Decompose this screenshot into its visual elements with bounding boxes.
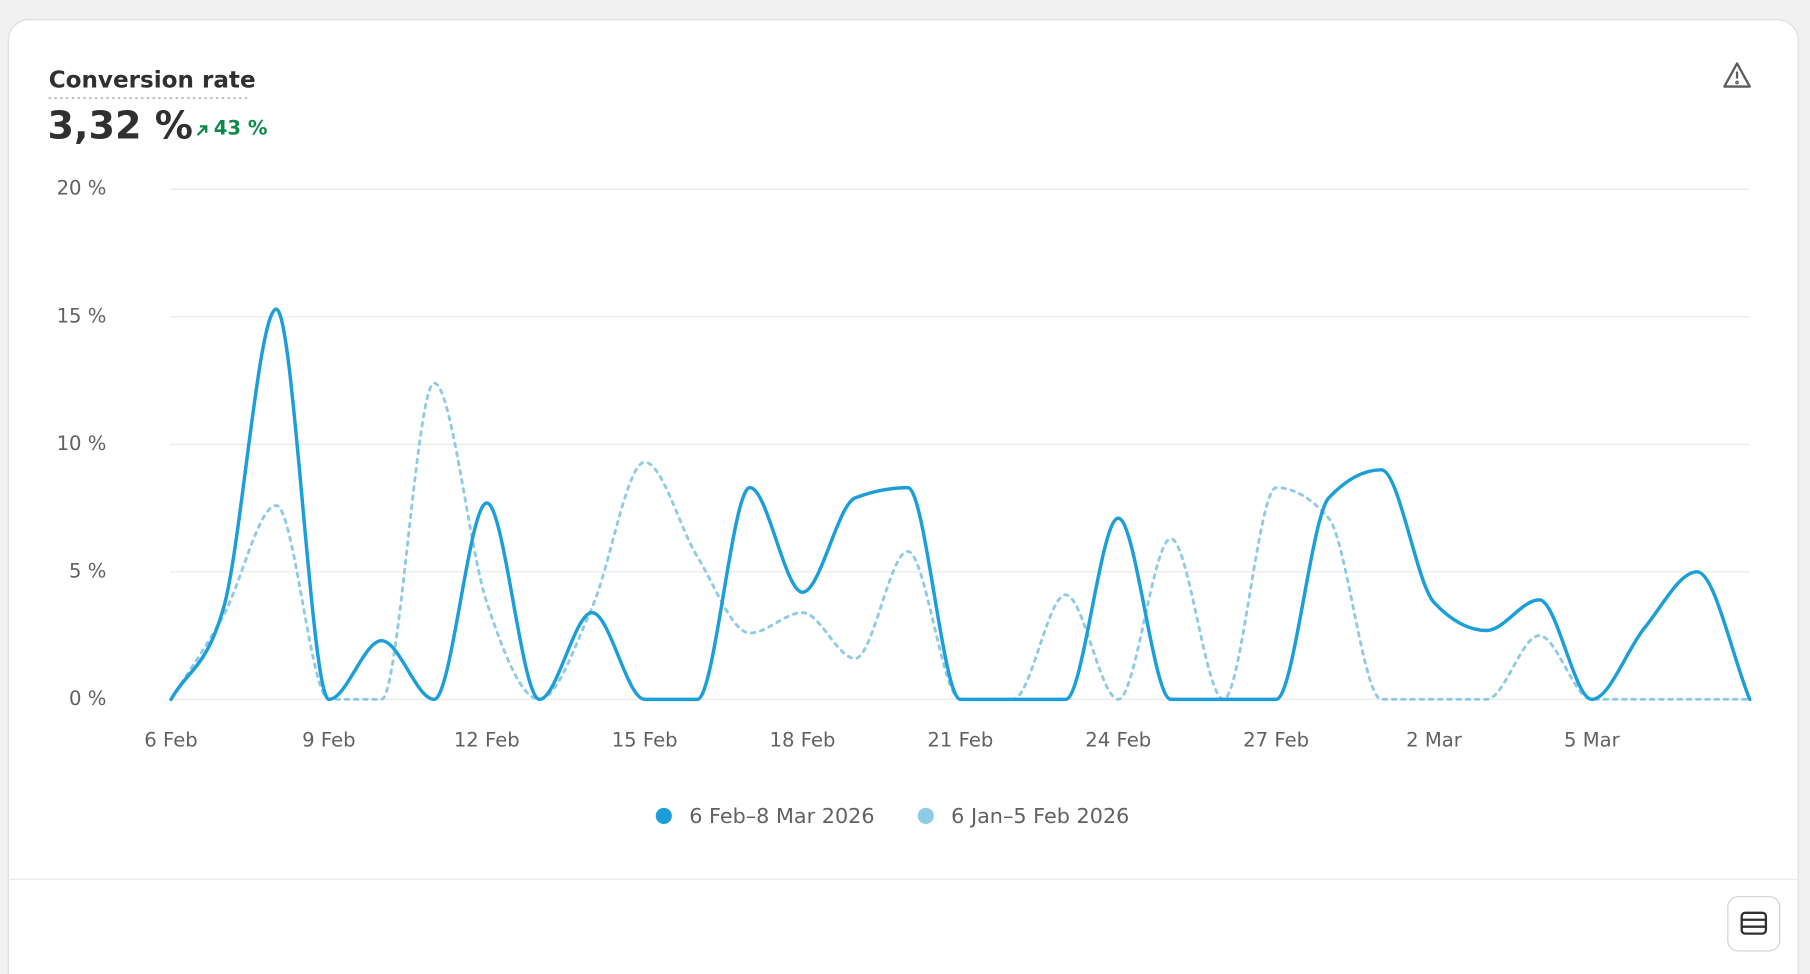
y-tick-label: 10 % bbox=[57, 432, 107, 455]
legend-marker bbox=[917, 807, 934, 824]
plot-area: 0 % 5 % 10 % 15 % 20 % 6 Feb 9 Feb 12 Feb 15 Feb… bbox=[57, 177, 1752, 828]
x-tick-label: 2 Mar bbox=[1406, 728, 1463, 751]
table-button[interactable] bbox=[1727, 896, 1781, 952]
y-tick-label: 5 % bbox=[69, 559, 106, 582]
x-tick-label: 12 Feb bbox=[454, 728, 520, 751]
x-tick-label: 9 Feb bbox=[302, 728, 355, 751]
trend-arrow bbox=[196, 125, 208, 136]
y-tick-label: 20 % bbox=[57, 177, 107, 200]
x-tick-label: 27 Feb bbox=[1243, 728, 1309, 751]
legend-label: 6 Jan–5 Feb 2026 bbox=[951, 804, 1129, 828]
x-tick-label: 6 Feb bbox=[144, 728, 197, 751]
x-tick-label: 21 Feb bbox=[927, 728, 993, 751]
legend-label: 6 Feb–8 Mar 2026 bbox=[689, 804, 874, 828]
chart-title[interactable]: Conversion rate bbox=[49, 67, 256, 93]
series-line bbox=[169, 307, 1752, 702]
card bbox=[7, 19, 1799, 974]
warning-icon[interactable] bbox=[1723, 62, 1751, 88]
series-line bbox=[169, 381, 1752, 701]
change-label: 43 % bbox=[214, 117, 268, 140]
x-tick-label: 18 Feb bbox=[770, 728, 836, 751]
y-tick-label: 0 % bbox=[69, 687, 106, 710]
summary-value: 3,32 % bbox=[48, 104, 193, 148]
legend-marker bbox=[655, 807, 672, 824]
x-tick-label: 24 Feb bbox=[1085, 728, 1151, 751]
x-tick-label: 5 Mar bbox=[1564, 728, 1621, 751]
x-tick-label: 15 Feb bbox=[612, 728, 678, 751]
y-tick-label: 15 % bbox=[57, 304, 107, 327]
